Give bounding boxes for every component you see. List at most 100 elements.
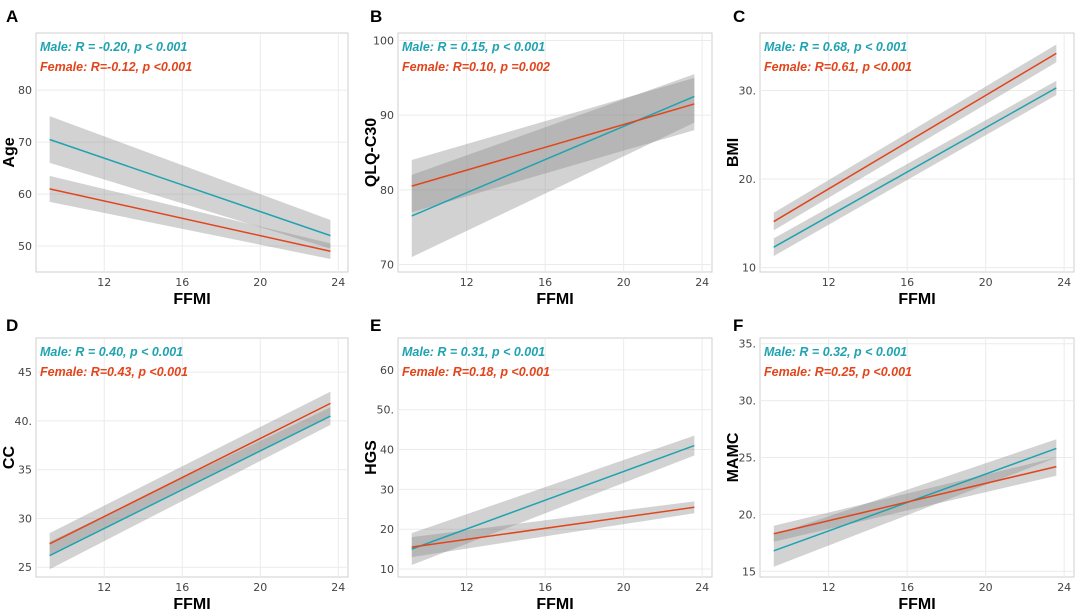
female-regression-line bbox=[49, 188, 331, 252]
y-tick-label: 80 bbox=[380, 184, 394, 197]
y-tick-label: 40. bbox=[15, 415, 33, 428]
female-stat-annotation: Female: R=0.10, p =0.002 bbox=[402, 60, 550, 74]
x-tick-label: 12 bbox=[822, 581, 836, 594]
panel-f: 12 16 20 24 15 20. 25. 30. 35. FFMI MAMC Male: R = … bbox=[725, 316, 1075, 609]
x-tick-label: 16 bbox=[900, 581, 914, 594]
y-tick-label: 10 bbox=[380, 563, 394, 576]
female-stat-annotation: Female: R=0.61, p <0.001 bbox=[764, 60, 912, 74]
x-tick-label: 24 bbox=[695, 276, 709, 289]
x-tick-label: 16 bbox=[900, 276, 914, 289]
y-axis-label: HGS bbox=[363, 440, 380, 475]
x-axis-label: FFMI bbox=[173, 596, 210, 609]
panel-letter: A bbox=[6, 7, 18, 26]
panel-letter: D bbox=[6, 316, 18, 335]
panel-letter: B bbox=[370, 7, 382, 26]
y-tick-label: 50 bbox=[18, 240, 32, 253]
male-stat-annotation: Male: R = 0.32, p < 0.001 bbox=[764, 345, 907, 359]
male-regression-line bbox=[411, 95, 695, 217]
panel-c: 12 16 20 24 10 20. 30. FFMI BMI Male: R = 0.68, p… bbox=[725, 7, 1075, 308]
y-axis-label: QLQ-C30 bbox=[363, 118, 380, 187]
y-tick-label: 20 bbox=[380, 523, 394, 536]
x-tick-label: 20 bbox=[617, 581, 631, 594]
y-tick-label: 100 bbox=[373, 34, 394, 47]
panel-letter: C bbox=[733, 7, 745, 26]
x-tick-label: 12 bbox=[460, 581, 474, 594]
panel-letter: F bbox=[733, 316, 743, 335]
female-stat-annotation: Female: R=0.18, p <0.001 bbox=[402, 365, 550, 379]
panel-letter: E bbox=[370, 316, 381, 335]
x-tick-label: 12 bbox=[822, 276, 836, 289]
x-axis-label: FFMI bbox=[536, 291, 573, 308]
y-tick-label: 50. bbox=[377, 404, 395, 417]
male-stat-annotation: Male: R = 0.68, p < 0.001 bbox=[764, 40, 907, 54]
male-stat-annotation: Male: R = 0.40, p < 0.001 bbox=[40, 345, 183, 359]
y-axis-label: CC bbox=[1, 446, 18, 470]
y-tick-label: 45 bbox=[18, 366, 32, 379]
male-regression-line bbox=[411, 444, 695, 550]
male-ci-band bbox=[773, 80, 1057, 257]
panel-b: 12 16 20 24 70 80 90 100 FFMI QLQ-C30 Male: R = 0.… bbox=[363, 7, 713, 308]
male-stat-annotation: Male: R = 0.15, p < 0.001 bbox=[402, 40, 545, 54]
y-axis-label: Age bbox=[1, 137, 18, 167]
x-tick-label: 24 bbox=[331, 581, 345, 594]
male-stat-annotation: Male: R = -0.20, p < 0.001 bbox=[40, 40, 187, 54]
y-tick-label: 30. bbox=[739, 85, 757, 98]
x-tick-label: 12 bbox=[97, 581, 111, 594]
y-tick-label: 80 bbox=[18, 84, 32, 97]
female-regression-line bbox=[773, 52, 1057, 223]
panel-d: 12 16 20 24 25 30 35 40. 45 FFMI CC Male: R = 0.40,… bbox=[1, 316, 349, 609]
plot-area bbox=[397, 32, 713, 273]
x-tick-label: 24 bbox=[1057, 276, 1071, 289]
x-tick-label: 16 bbox=[175, 276, 189, 289]
male-stat-annotation: Male: R = 0.31, p < 0.001 bbox=[402, 345, 545, 359]
y-tick-label: 30. bbox=[739, 395, 757, 408]
y-tick-label: 90 bbox=[380, 109, 394, 122]
x-axis-label: FFMI bbox=[898, 596, 935, 609]
x-tick-label: 16 bbox=[538, 276, 552, 289]
male-ci-band bbox=[49, 407, 331, 570]
y-tick-label: 70 bbox=[380, 259, 394, 272]
plot-area bbox=[759, 32, 1075, 273]
y-axis-label: BMI bbox=[725, 138, 742, 167]
female-regression-line bbox=[773, 465, 1057, 535]
panel-e: 12 16 20 24 10 20 30 40 50. 60 FFMI HGS Male: R = 0.… bbox=[363, 316, 713, 609]
y-tick-label: 35 bbox=[18, 464, 32, 477]
female-stat-annotation: Female: R=-0.12, p <0.001 bbox=[40, 60, 192, 74]
x-tick-label: 16 bbox=[175, 581, 189, 594]
x-tick-label: 20 bbox=[979, 581, 993, 594]
female-regression-line bbox=[411, 103, 695, 187]
y-tick-label: 30 bbox=[18, 512, 32, 525]
male-ci-band bbox=[49, 116, 331, 249]
female-stat-annotation: Female: R=0.25, p <0.001 bbox=[764, 365, 912, 379]
x-tick-label: 20 bbox=[253, 581, 267, 594]
y-axis-label: MAMC bbox=[725, 432, 742, 482]
y-tick-label: 30 bbox=[380, 483, 394, 496]
y-tick-label: 40 bbox=[380, 444, 394, 457]
female-stat-annotation: Female: R=0.43, p <0.001 bbox=[40, 365, 188, 379]
x-tick-label: 24 bbox=[331, 276, 345, 289]
y-tick-label: 15 bbox=[742, 565, 756, 578]
panel-a: 12 16 20 24 50 60 70 80 FFMI Age Male: R = -0.20, … bbox=[1, 7, 349, 308]
male-regression-line bbox=[49, 415, 331, 557]
y-tick-label: 20. bbox=[739, 508, 757, 521]
x-tick-label: 20 bbox=[253, 276, 267, 289]
male-regression-line bbox=[49, 138, 331, 237]
female-ci-band bbox=[411, 501, 695, 558]
x-tick-label: 12 bbox=[460, 276, 474, 289]
male-ci-band bbox=[411, 74, 695, 258]
y-tick-label: 35. bbox=[739, 338, 757, 351]
x-tick-label: 16 bbox=[538, 581, 552, 594]
y-tick-label: 60 bbox=[380, 364, 394, 377]
x-axis-label: FFMI bbox=[898, 291, 935, 308]
x-tick-label: 20 bbox=[979, 276, 993, 289]
female-regression-line bbox=[411, 506, 695, 548]
male-regression-line bbox=[773, 87, 1057, 248]
x-axis-label: FFMI bbox=[536, 596, 573, 609]
female-regression-line bbox=[49, 402, 331, 545]
y-tick-label: 20. bbox=[739, 173, 757, 186]
y-tick-label: 70 bbox=[18, 136, 32, 149]
male-ci-band bbox=[773, 439, 1057, 567]
x-axis-label: FFMI bbox=[173, 291, 210, 308]
y-tick-label: 60 bbox=[18, 188, 32, 201]
